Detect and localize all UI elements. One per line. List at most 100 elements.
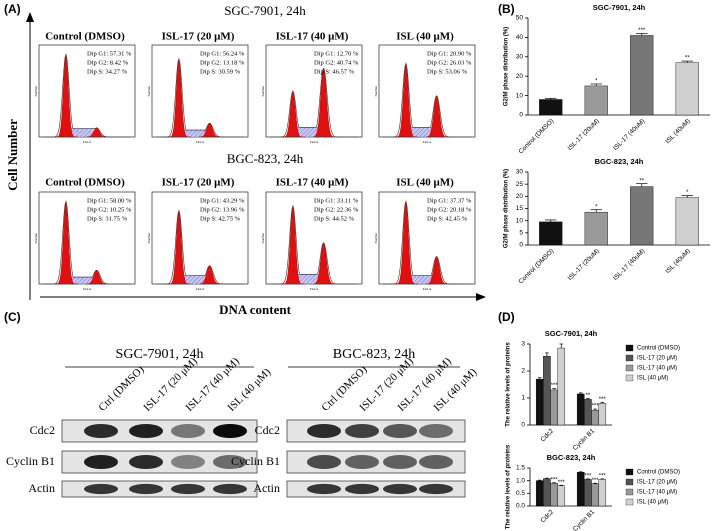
histogram-frame bbox=[151, 44, 249, 138]
histogram-outline bbox=[43, 53, 131, 138]
legend-swatch bbox=[625, 364, 634, 372]
phase-stat: Dip S: 42.45 % bbox=[427, 215, 468, 222]
y-axis-label: Cell Number bbox=[5, 119, 20, 191]
significance: *** bbox=[599, 397, 607, 403]
band bbox=[383, 423, 417, 439]
significance: *** bbox=[584, 473, 592, 479]
band bbox=[419, 483, 453, 495]
bar bbox=[591, 483, 599, 507]
y-axis-label: G2/M phase distribution (%) bbox=[504, 27, 510, 106]
panel-label: (C) bbox=[4, 310, 21, 324]
y-tick-label: 1 bbox=[521, 395, 525, 402]
band bbox=[345, 454, 379, 470]
histogram-outline bbox=[156, 209, 244, 285]
histogram-y-label: Number bbox=[34, 233, 38, 244]
phase-stat: Dip G2: 8.42 % bbox=[87, 59, 129, 66]
legend-label: ISL-17 (40 μM) bbox=[637, 490, 677, 496]
band bbox=[84, 423, 118, 439]
y-tick-label: 1.5 bbox=[516, 465, 525, 472]
y-tick-label: 15 bbox=[516, 205, 524, 212]
x-tick-label: Cyclin B1 bbox=[572, 508, 597, 531]
y-axis-label: The relative levels of proteins bbox=[506, 342, 512, 427]
x-tick-label: Cyclin B1 bbox=[572, 427, 597, 452]
row-label: Actin bbox=[253, 481, 280, 495]
significance: *** bbox=[599, 473, 607, 479]
blot-title: BGC-823, 24h bbox=[333, 347, 415, 362]
panel-label: (D) bbox=[498, 310, 515, 324]
bar bbox=[584, 479, 592, 507]
x-tick-label: Cdc2 bbox=[539, 427, 555, 443]
sample-title: ISL-17 (40 μM) bbox=[276, 177, 349, 189]
significance: * bbox=[686, 190, 689, 196]
arrow-head bbox=[476, 293, 486, 301]
y-tick-label: 3 bbox=[521, 341, 525, 348]
band bbox=[84, 483, 118, 495]
row-label: Cyclin B1 bbox=[231, 454, 280, 468]
histogram-y-label: Number bbox=[374, 233, 378, 244]
y-tick-label: 20 bbox=[516, 193, 524, 200]
band bbox=[129, 423, 163, 439]
band bbox=[84, 454, 118, 470]
lane-label: Ctrl (DMSO) bbox=[96, 363, 146, 413]
phase-stat: Dip G1: 12.70 % bbox=[314, 50, 359, 57]
bar bbox=[598, 403, 607, 426]
phase-stat: Dip S: 53.06 % bbox=[427, 68, 468, 75]
chart-title: BGC-823, 24h bbox=[595, 157, 644, 166]
histogram-y-label: Number bbox=[261, 86, 265, 97]
legend-swatch bbox=[625, 354, 634, 362]
histogram-frame bbox=[378, 191, 476, 285]
bar bbox=[550, 483, 558, 507]
band bbox=[307, 454, 341, 470]
sample-title: ISL-17 (20 μM) bbox=[162, 177, 235, 189]
y-tick-label: 10 bbox=[516, 217, 524, 224]
phase-stat: Dip G1: 37.37 % bbox=[427, 197, 472, 204]
band bbox=[213, 454, 247, 470]
histogram-outline bbox=[383, 200, 471, 285]
histogram-x-label: FL2-A bbox=[83, 140, 91, 144]
band bbox=[129, 454, 163, 470]
chart-title: SGC-7901, 24h bbox=[545, 329, 598, 338]
blot-title: SGC-7901, 24h bbox=[116, 347, 204, 362]
significance: ** bbox=[586, 393, 591, 399]
y-axis-label: The relative levels of proteins bbox=[506, 444, 512, 529]
histogram-y-label: Number bbox=[261, 233, 265, 244]
x-tick-label: ISL (40uM) bbox=[664, 248, 692, 276]
band bbox=[419, 423, 453, 439]
band bbox=[171, 483, 205, 495]
bar bbox=[598, 479, 607, 507]
chart-title: BGC-823, 24h bbox=[547, 453, 596, 462]
legend-label: Control (DMSO) bbox=[637, 346, 680, 352]
bar bbox=[576, 393, 585, 426]
sample-title: ISL (40 μM) bbox=[396, 31, 454, 43]
bar bbox=[535, 480, 544, 507]
phase-stat: Dip G1: 20.90 % bbox=[427, 50, 472, 57]
histogram-y-label: Number bbox=[147, 86, 151, 97]
legend-swatch bbox=[625, 488, 634, 496]
histogram-y-label: Number bbox=[374, 86, 378, 97]
bar bbox=[630, 35, 654, 116]
band bbox=[213, 423, 247, 439]
y-tick-label: 5 bbox=[519, 230, 523, 237]
x-tick-label: ISL-17 (20uM) bbox=[567, 248, 601, 282]
sample-title: Control (DMSO) bbox=[45, 31, 125, 43]
sample-title: ISL-17 (20 μM) bbox=[162, 31, 235, 43]
phase-stat: Dip S: 30.59 % bbox=[200, 68, 241, 75]
significance: *** bbox=[592, 404, 600, 410]
legend-label: ISL-17 (20 μM) bbox=[637, 356, 677, 362]
x-tick-label: Control (DMSO) bbox=[517, 248, 555, 286]
band bbox=[213, 483, 247, 495]
y-tick-label: 2 bbox=[521, 368, 525, 375]
histogram-x-label: FL2-A bbox=[310, 140, 318, 144]
significance: *** bbox=[551, 477, 559, 483]
y-tick-label: 0 bbox=[519, 112, 523, 119]
histogram-outline bbox=[383, 62, 471, 138]
bar bbox=[539, 99, 563, 116]
phase-stat: Dip G2: 10.25 % bbox=[87, 206, 132, 213]
legend-swatch bbox=[625, 478, 634, 486]
y-tick-label: 0.5 bbox=[516, 490, 525, 497]
histogram-frame bbox=[378, 44, 476, 138]
phase-stat: Dip G2: 40.74 % bbox=[314, 59, 359, 66]
y-tick-label: 20 bbox=[516, 73, 524, 80]
legend-label: ISL (40 μM) bbox=[637, 500, 668, 506]
